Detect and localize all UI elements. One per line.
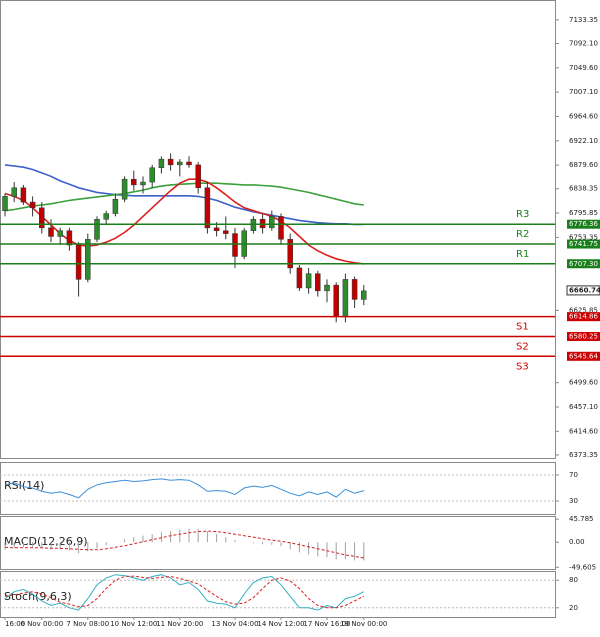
price-tag-label: 6614.86 [569, 313, 598, 321]
candle-body [66, 230, 73, 246]
candle-body [269, 216, 275, 229]
candle-body [324, 284, 330, 292]
price-tag-label: 6580.25 [569, 332, 598, 340]
y-tick-label: 6414.60 [569, 427, 598, 435]
y-tick-label: 6753.35 [569, 233, 598, 241]
x-tick-label: 13 Nov 04:00 [211, 620, 258, 628]
price-tag-label: 6776.36 [569, 220, 598, 228]
y-tick-label: 30 [569, 497, 578, 505]
candle-body [167, 158, 174, 166]
indicator-line [4, 178, 364, 265]
candle-body [186, 161, 192, 166]
price-tag [567, 312, 600, 322]
candle-body [195, 164, 201, 189]
indicator-line [4, 575, 365, 609]
x-tick-label: 11 Nov 20:00 [156, 620, 203, 628]
y-tick-label: 6499.60 [569, 379, 598, 387]
y-tick-label: 6373.35 [569, 451, 598, 459]
y-tick-label: 7007.10 [569, 88, 598, 96]
candle-body [75, 244, 82, 280]
candle-body [351, 279, 358, 300]
y-tick-label: -49.605 [569, 563, 596, 571]
x-tick-label: 16:00 [5, 620, 25, 628]
candle-body [94, 219, 100, 240]
candle-body [48, 227, 54, 237]
y-tick-label: 80 [569, 576, 578, 584]
indicator-line [4, 478, 364, 499]
price-tag [566, 285, 600, 296]
indicator-line [4, 574, 365, 611]
candle-body [131, 178, 137, 186]
candle-body [112, 198, 119, 214]
y-tick-label: 6964.60 [569, 112, 598, 120]
candle-body [140, 181, 146, 186]
candle-body [232, 233, 238, 257]
y-tick-label: 6625.85 [569, 306, 598, 314]
y-tick-label: 0.00 [569, 538, 585, 546]
x-tick-label: 6 Nov 00:00 [20, 620, 63, 628]
candle-body [342, 279, 349, 317]
x-tick-label: 14 Nov 12:00 [257, 620, 304, 628]
candle-body [213, 227, 220, 231]
x-tick-label: 19 Nov 00:00 [340, 620, 387, 628]
candle-body [20, 187, 27, 203]
y-tick-label: 7133.35 [569, 16, 598, 24]
y-tick-label: 6457.10 [569, 403, 598, 411]
level-label: S1 [516, 322, 529, 333]
level-label: S3 [516, 361, 529, 372]
y-tick-label: 6795.85 [569, 209, 598, 217]
x-tick-label: 7 Nov 08:00 [66, 620, 109, 628]
level-label: R1 [516, 249, 529, 260]
level-label: R2 [516, 229, 529, 240]
price-tag [567, 331, 600, 341]
candle-body [361, 290, 367, 300]
last-price-label: 6660.74 [569, 286, 600, 294]
level-label: S2 [516, 341, 529, 352]
x-tick-label: 10 Nov 12:00 [110, 620, 157, 628]
y-tick-label: 6838.35 [569, 185, 598, 193]
candle-body [158, 158, 165, 168]
price-tag [567, 351, 600, 361]
panel-title: MACD(12,26,9) [4, 535, 88, 548]
indicator-line [4, 530, 364, 559]
price-tag [567, 239, 600, 249]
price-tag-label: 6545.64 [569, 352, 598, 360]
y-tick-label: 7049.60 [569, 64, 598, 72]
candle-body [287, 239, 293, 269]
candle-body [11, 187, 17, 197]
candle-body [149, 167, 155, 183]
candle-body [278, 216, 284, 240]
candle-body [2, 196, 8, 211]
price-tag [567, 259, 600, 269]
y-tick-label: 7092.10 [569, 39, 598, 47]
candle-body [315, 273, 321, 292]
candle-body [29, 201, 36, 209]
y-tick-label: 70 [569, 471, 578, 479]
level-label: R3 [516, 209, 529, 220]
indicator-line [4, 182, 364, 212]
candle-body [57, 230, 63, 237]
indicator-line [4, 164, 364, 226]
candle-body [85, 239, 91, 280]
y-tick-label: 45.785 [569, 515, 594, 523]
y-tick-label: 6879.60 [569, 161, 598, 169]
candle-body [177, 161, 183, 166]
candle-body [305, 273, 312, 289]
candle-body [39, 207, 45, 229]
x-tick-label: 17 Nov 16:00 [303, 620, 350, 628]
candle-body [223, 230, 229, 234]
y-tick-label: 20 [569, 604, 578, 612]
candle-body [121, 178, 128, 200]
candle-body [333, 284, 339, 317]
candle-body [250, 219, 257, 231]
price-tag [567, 219, 600, 229]
candle-body [204, 187, 211, 229]
price-tag-label: 6707.30 [569, 260, 598, 268]
y-tick-label: 6922.10 [569, 137, 598, 145]
price-tag-label: 6741.75 [569, 240, 598, 248]
candle-body [296, 267, 303, 289]
candle-body [103, 213, 109, 220]
